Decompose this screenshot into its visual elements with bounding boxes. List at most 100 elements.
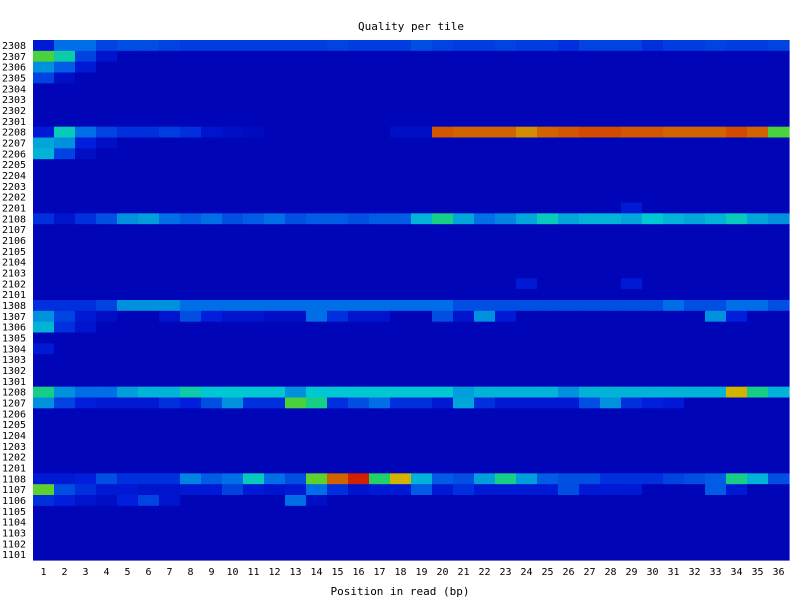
heatmap-cell bbox=[348, 115, 370, 128]
heatmap-cell bbox=[243, 527, 265, 539]
heatmap-cell bbox=[390, 397, 412, 409]
heatmap-cell bbox=[54, 170, 76, 182]
heatmap-cell bbox=[327, 332, 349, 344]
heatmap-cell bbox=[558, 256, 580, 269]
heatmap-cell bbox=[222, 538, 244, 550]
heatmap-cell bbox=[33, 495, 55, 507]
heatmap-cell bbox=[369, 527, 391, 539]
heatmap-cell bbox=[579, 40, 601, 52]
heatmap-cell bbox=[432, 72, 454, 84]
heatmap-cell bbox=[348, 94, 370, 106]
heatmap-cell bbox=[306, 94, 328, 106]
heatmap-cell bbox=[348, 191, 370, 204]
heatmap-cell bbox=[54, 505, 76, 518]
heatmap-cell bbox=[453, 148, 475, 160]
heatmap-cell bbox=[369, 365, 391, 377]
heatmap-cell bbox=[432, 397, 454, 409]
heatmap-cell bbox=[726, 343, 748, 355]
heatmap-cell bbox=[348, 408, 370, 420]
x-tick-label: 12 bbox=[268, 567, 280, 578]
heatmap-cell bbox=[726, 126, 748, 139]
heatmap-cell bbox=[348, 354, 370, 366]
heatmap-cell bbox=[369, 235, 391, 247]
heatmap-cell bbox=[495, 505, 517, 518]
heatmap-cell bbox=[33, 484, 55, 496]
heatmap-cell bbox=[159, 527, 181, 539]
heatmap-cell bbox=[474, 256, 496, 269]
heatmap-cell bbox=[600, 397, 622, 409]
heatmap-cell bbox=[306, 419, 328, 431]
heatmap-cell bbox=[768, 538, 790, 550]
heatmap-cell bbox=[33, 115, 55, 128]
heatmap-cell bbox=[705, 94, 727, 106]
heatmap-cell bbox=[390, 549, 412, 561]
heatmap-cell bbox=[432, 549, 454, 561]
heatmap-cell bbox=[33, 397, 55, 409]
heatmap-cell bbox=[117, 473, 139, 485]
heatmap-cell bbox=[285, 440, 307, 453]
heatmap-cell bbox=[747, 137, 769, 149]
heatmap-cell bbox=[621, 505, 643, 518]
heatmap-cell bbox=[201, 300, 223, 312]
heatmap-cell bbox=[768, 527, 790, 539]
heatmap-cell bbox=[369, 462, 391, 474]
heatmap-cell bbox=[390, 202, 412, 214]
heatmap-cell bbox=[411, 495, 433, 507]
heatmap-cell bbox=[306, 505, 328, 518]
heatmap-cell bbox=[369, 549, 391, 561]
heatmap-cell bbox=[327, 94, 349, 106]
heatmap-cell bbox=[306, 267, 328, 279]
heatmap-cell bbox=[579, 408, 601, 420]
heatmap-cell bbox=[432, 462, 454, 474]
heatmap-cell bbox=[138, 213, 160, 225]
heatmap-cell bbox=[390, 245, 412, 258]
y-tick-label: 2201 bbox=[2, 203, 26, 214]
heatmap-cell bbox=[411, 440, 433, 453]
heatmap-cell bbox=[327, 549, 349, 561]
heatmap-cell bbox=[159, 256, 181, 269]
heatmap-cell bbox=[96, 126, 118, 139]
heatmap-cell bbox=[327, 495, 349, 507]
heatmap-cell bbox=[747, 170, 769, 182]
y-tick-label: 1105 bbox=[2, 507, 26, 518]
heatmap-cell bbox=[348, 527, 370, 539]
heatmap-cell bbox=[327, 386, 349, 399]
heatmap-cell bbox=[348, 332, 370, 344]
heatmap-cell bbox=[432, 105, 454, 117]
heatmap-cell bbox=[117, 115, 139, 128]
heatmap-cell bbox=[180, 310, 202, 323]
heatmap-cell bbox=[180, 386, 202, 399]
heatmap-cell bbox=[390, 94, 412, 106]
heatmap-cell bbox=[159, 126, 181, 139]
heatmap-cell bbox=[642, 408, 664, 420]
heatmap-cell bbox=[747, 105, 769, 117]
x-tick-label: 4 bbox=[103, 567, 109, 578]
heatmap-cell bbox=[411, 386, 433, 399]
heatmap-cell bbox=[726, 300, 748, 312]
heatmap-cell bbox=[138, 549, 160, 561]
heatmap-cell bbox=[621, 527, 643, 539]
heatmap-cell bbox=[327, 300, 349, 312]
heatmap-cell bbox=[306, 365, 328, 377]
heatmap-cell bbox=[684, 61, 706, 74]
heatmap-cell bbox=[222, 473, 244, 485]
heatmap-cell bbox=[33, 170, 55, 182]
heatmap-cell bbox=[75, 115, 97, 128]
heatmap-cell bbox=[621, 408, 643, 420]
heatmap-cell bbox=[327, 419, 349, 431]
heatmap-cell bbox=[243, 245, 265, 258]
heatmap-cell bbox=[201, 61, 223, 74]
heatmap-cell bbox=[432, 310, 454, 323]
heatmap-cell bbox=[726, 105, 748, 117]
heatmap-cell bbox=[474, 115, 496, 128]
heatmap-cell bbox=[663, 94, 685, 106]
heatmap-cell bbox=[348, 440, 370, 453]
heatmap-cell bbox=[411, 365, 433, 377]
heatmap-cell bbox=[516, 213, 538, 225]
x-tick-label: 20 bbox=[436, 567, 448, 578]
heatmap-cell bbox=[705, 462, 727, 474]
heatmap-cell bbox=[411, 375, 433, 388]
x-tick-label: 23 bbox=[499, 567, 511, 578]
heatmap-cell bbox=[453, 354, 475, 366]
heatmap-cell bbox=[432, 473, 454, 485]
